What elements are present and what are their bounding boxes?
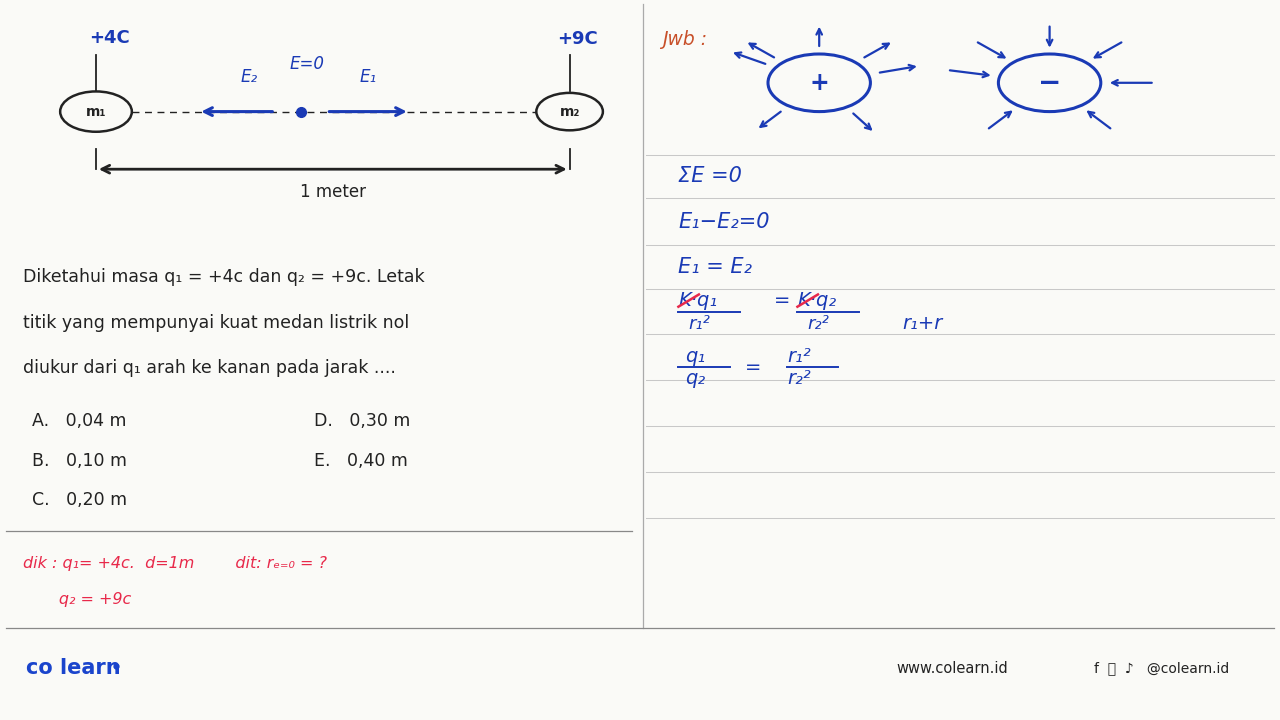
Text: diukur dari q₁ arah ke kanan pada jarak ....: diukur dari q₁ arah ke kanan pada jarak … — [23, 359, 396, 377]
Text: titik yang mempunyai kuat medan listrik nol: titik yang mempunyai kuat medan listrik … — [23, 313, 410, 331]
Text: E₁: E₁ — [360, 68, 376, 86]
Text: D.   0,30 m: D. 0,30 m — [314, 412, 410, 430]
Text: A.   0,04 m: A. 0,04 m — [32, 412, 127, 430]
Text: =: = — [774, 291, 791, 310]
Text: E₁−E₂=0: E₁−E₂=0 — [678, 212, 769, 232]
Text: B.   0,10 m: B. 0,10 m — [32, 452, 127, 470]
Text: +4C: +4C — [90, 29, 131, 47]
Text: 1 meter: 1 meter — [300, 183, 366, 201]
Text: −: − — [1038, 69, 1061, 96]
Text: dik : q₁= +4c.  d=1m        dit: rₑ₌₀ = ?: dik : q₁= +4c. d=1m dit: rₑ₌₀ = ? — [23, 556, 328, 570]
Text: E=0: E=0 — [289, 55, 325, 73]
Text: E₂: E₂ — [241, 68, 259, 86]
Text: r₂²: r₂² — [808, 315, 829, 333]
Text: ΣE =0: ΣE =0 — [678, 166, 742, 186]
Text: q₁: q₁ — [685, 347, 705, 366]
Text: q₂ = +9c: q₂ = +9c — [23, 592, 132, 606]
Text: r₁²: r₁² — [787, 347, 812, 366]
Text: m₂: m₂ — [559, 104, 580, 119]
Text: C.   0,20 m: C. 0,20 m — [32, 491, 127, 510]
Text: Jwb :: Jwb : — [662, 30, 707, 49]
Text: www.colearn.id: www.colearn.id — [896, 661, 1007, 675]
Text: co learn: co learn — [26, 658, 120, 678]
Text: =: = — [745, 358, 762, 377]
Text: +9C: +9C — [557, 30, 598, 48]
Text: +: + — [809, 71, 829, 95]
Text: E₁ = E₂: E₁ = E₂ — [678, 257, 753, 277]
Text: r₂²: r₂² — [787, 369, 812, 388]
Text: q₂: q₂ — [685, 369, 705, 388]
Text: K·q₁: K·q₁ — [678, 291, 718, 310]
Text: r₁+r: r₁+r — [902, 315, 942, 333]
Text: f  ⓘ  ♪   @colearn.id: f ⓘ ♪ @colearn.id — [1094, 661, 1230, 675]
Text: m₁: m₁ — [86, 104, 106, 119]
Text: K·q₂: K·q₂ — [797, 291, 837, 310]
Text: E.   0,40 m: E. 0,40 m — [314, 452, 407, 470]
Text: r₁²: r₁² — [689, 315, 710, 333]
Text: Diketahui masa q₁ = +4c dan q₂ = +9c. Letak: Diketahui masa q₁ = +4c dan q₂ = +9c. Le… — [23, 268, 425, 286]
